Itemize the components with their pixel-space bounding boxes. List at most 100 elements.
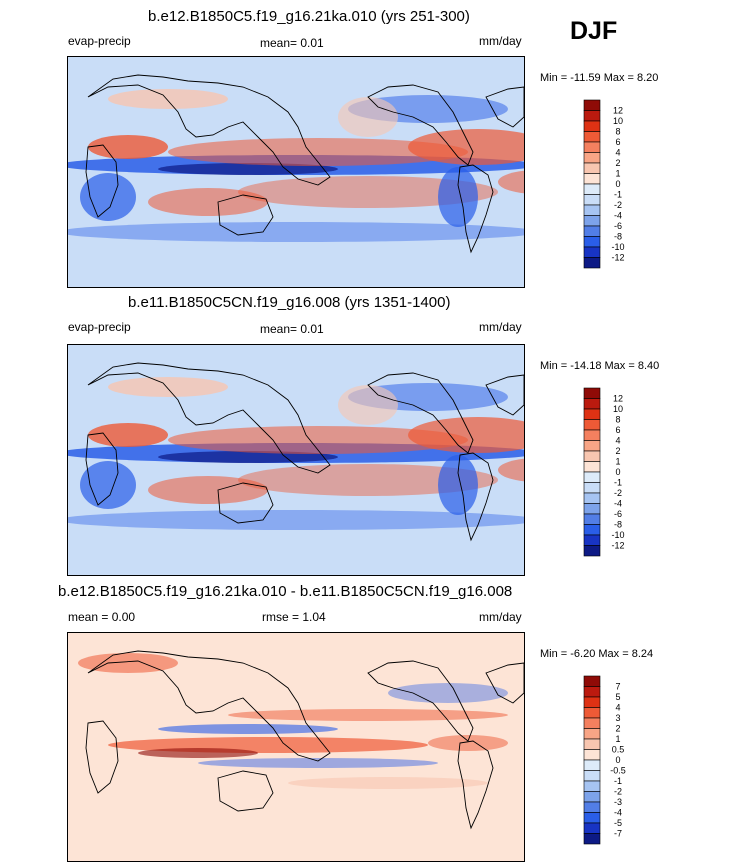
coastline bbox=[457, 452, 494, 542]
field-contour bbox=[408, 129, 524, 165]
coastline bbox=[367, 660, 474, 742]
field-contour bbox=[338, 97, 398, 137]
colorbar-swatch bbox=[583, 686, 601, 698]
field-contour bbox=[80, 461, 136, 509]
field-contour bbox=[428, 735, 508, 751]
coastline bbox=[457, 740, 494, 830]
panel1-minmax: Min = -11.59 Max = 8.20 bbox=[540, 72, 659, 84]
colorbar-label: -4 bbox=[614, 499, 622, 509]
colorbar-swatch bbox=[583, 471, 601, 483]
field-contour bbox=[148, 476, 268, 504]
coastline bbox=[85, 720, 119, 794]
colorbar-label: -1 bbox=[614, 190, 622, 200]
colorbar-swatch bbox=[583, 257, 601, 269]
colorbar-label: 0 bbox=[615, 179, 620, 189]
colorbar-label: 2 bbox=[615, 158, 620, 168]
colorbar-swatch bbox=[583, 99, 601, 111]
colorbar-label: -5 bbox=[614, 818, 622, 828]
colorbar-label: 1 bbox=[615, 169, 620, 179]
coastline bbox=[87, 362, 331, 474]
field-contour bbox=[388, 683, 508, 703]
coastline bbox=[367, 372, 474, 454]
colorbar-label: 10 bbox=[613, 404, 623, 414]
colorbar-label: 2 bbox=[615, 446, 620, 456]
colorbar-label: -6 bbox=[614, 221, 622, 231]
colorbar-swatch bbox=[583, 162, 601, 174]
colorbar-swatch bbox=[583, 492, 601, 504]
field-contour bbox=[498, 458, 524, 482]
colorbar-label: -3 bbox=[614, 797, 622, 807]
colorbar-label: 8 bbox=[615, 127, 620, 137]
panel2-units: mm/day bbox=[479, 320, 522, 334]
field-contour bbox=[88, 135, 168, 159]
colorbar-label: -4 bbox=[614, 808, 622, 818]
panel3-units: mm/day bbox=[479, 610, 522, 624]
colorbar-swatch bbox=[583, 408, 601, 420]
colorbar-label: -1 bbox=[614, 478, 622, 488]
colorbar-label: -2 bbox=[614, 488, 622, 498]
colorbar-label: 2 bbox=[615, 724, 620, 734]
field-contour bbox=[108, 89, 228, 109]
colorbar-label: 6 bbox=[615, 425, 620, 435]
field-contour bbox=[408, 417, 524, 453]
panel3-mean: mean = 0.00 bbox=[68, 610, 136, 624]
panel1-map-field bbox=[68, 57, 524, 287]
colorbar-label: 12 bbox=[613, 106, 623, 116]
panel2-variable: evap-precip bbox=[68, 320, 131, 334]
colorbar-label: 1 bbox=[615, 734, 620, 744]
field-contour bbox=[228, 709, 508, 721]
panel1-title: b.e12.B1850C5.f19_g16.21ka.010 (yrs 251-… bbox=[148, 8, 470, 25]
field-contour bbox=[238, 464, 498, 496]
colorbar-swatch bbox=[583, 419, 601, 431]
colorbar-swatch bbox=[583, 461, 601, 473]
field-contour bbox=[158, 163, 338, 175]
colorbar-swatch bbox=[583, 780, 601, 792]
coastline bbox=[457, 164, 494, 254]
colorbar-swatch bbox=[583, 131, 601, 143]
colorbar-label: 0.5 bbox=[612, 745, 625, 755]
coastline bbox=[85, 144, 119, 218]
panel3-rmse: rmse = 1.04 bbox=[262, 610, 326, 624]
field-contour bbox=[158, 451, 338, 463]
colorbar-swatch bbox=[583, 759, 601, 771]
field-contour bbox=[68, 510, 524, 530]
colorbar-swatch bbox=[583, 833, 601, 845]
colorbar-label: 7 bbox=[615, 682, 620, 692]
field-contour bbox=[68, 222, 524, 242]
colorbar-label: -12 bbox=[611, 541, 624, 551]
colorbar-label: 0 bbox=[615, 467, 620, 477]
coastline bbox=[217, 482, 274, 524]
panel2-mean: mean= 0.01 bbox=[260, 322, 324, 336]
coastline bbox=[85, 432, 119, 506]
colorbar-swatch bbox=[583, 215, 601, 227]
season-label: DJF bbox=[570, 17, 618, 45]
panel2-colorbar: 12 10 8 6 4 2 1 0 -1 -2 -4 -6 -8 -10 -12 bbox=[583, 387, 644, 568]
colorbar-swatch bbox=[583, 120, 601, 132]
colorbar-swatch bbox=[583, 524, 601, 536]
colorbar-swatch bbox=[583, 770, 601, 782]
colorbar-label: -10 bbox=[611, 242, 624, 252]
colorbar-swatch bbox=[583, 194, 601, 206]
colorbar-swatch bbox=[583, 429, 601, 441]
panel3-map-field bbox=[68, 633, 524, 861]
colorbar-swatch bbox=[583, 398, 601, 410]
field-contour bbox=[168, 138, 468, 166]
panel3-title: b.e12.B1850C5.f19_g16.21ka.010 - b.e11.B… bbox=[58, 583, 513, 600]
colorbar-swatch bbox=[583, 534, 601, 546]
colorbar-label: -10 bbox=[611, 530, 624, 540]
colorbar-swatch bbox=[583, 225, 601, 237]
field-contour bbox=[158, 724, 338, 734]
field-contour bbox=[80, 173, 136, 221]
colorbar-swatch bbox=[583, 812, 601, 824]
field-contour bbox=[78, 653, 178, 673]
colorbar-label: 6 bbox=[615, 137, 620, 147]
colorbar-label: -4 bbox=[614, 211, 622, 221]
colorbar-label: 4 bbox=[615, 703, 620, 713]
field-contour bbox=[238, 176, 498, 208]
panel1-variable: evap-precip bbox=[68, 34, 131, 48]
colorbar-label: -2 bbox=[614, 787, 622, 797]
colorbar-label: 4 bbox=[615, 148, 620, 158]
